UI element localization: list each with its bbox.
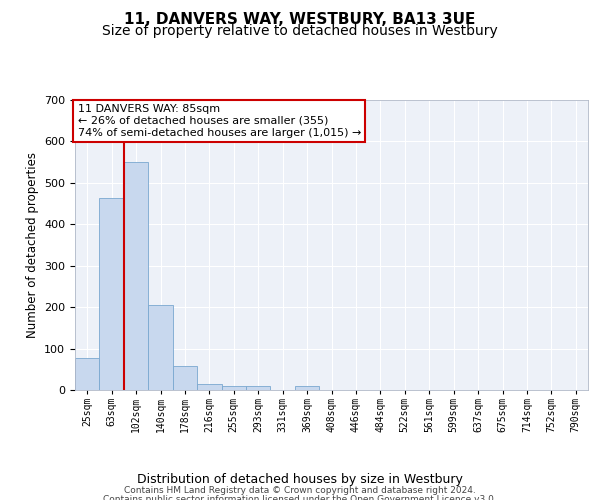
Text: 11, DANVERS WAY, WESTBURY, BA13 3UE: 11, DANVERS WAY, WESTBURY, BA13 3UE	[124, 12, 476, 28]
Text: Contains HM Land Registry data © Crown copyright and database right 2024.: Contains HM Land Registry data © Crown c…	[124, 486, 476, 495]
Bar	[100, 198, 124, 390]
Y-axis label: Number of detached properties: Number of detached properties	[26, 152, 38, 338]
Bar	[75, 358, 100, 390]
Bar	[221, 386, 246, 390]
Bar	[173, 366, 197, 390]
Bar	[148, 306, 173, 390]
Bar	[197, 384, 221, 390]
Bar	[246, 386, 271, 390]
Text: Size of property relative to detached houses in Westbury: Size of property relative to detached ho…	[102, 24, 498, 38]
Bar	[124, 162, 148, 390]
Text: Distribution of detached houses by size in Westbury: Distribution of detached houses by size …	[137, 472, 463, 486]
Bar	[295, 386, 319, 390]
Text: 11 DANVERS WAY: 85sqm
← 26% of detached houses are smaller (355)
74% of semi-det: 11 DANVERS WAY: 85sqm ← 26% of detached …	[77, 104, 361, 138]
Text: Contains public sector information licensed under the Open Government Licence v3: Contains public sector information licen…	[103, 495, 497, 500]
